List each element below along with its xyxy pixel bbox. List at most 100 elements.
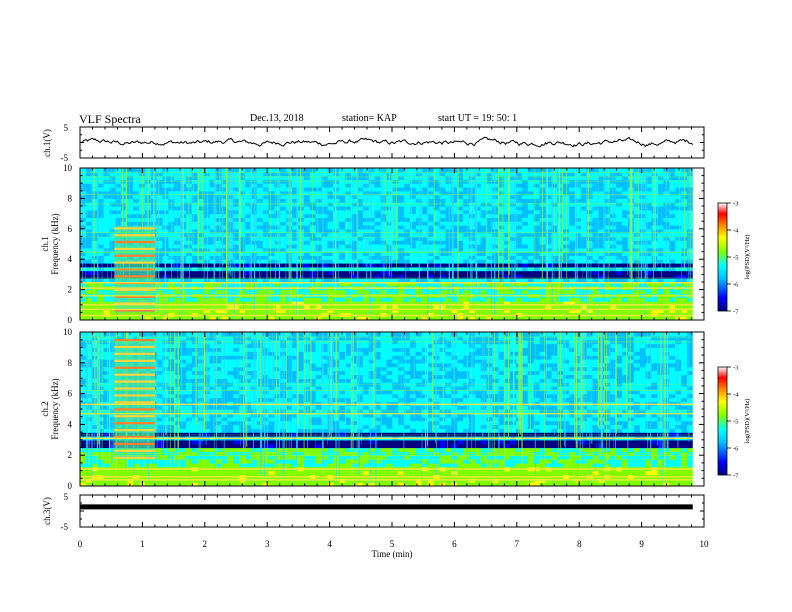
spectrogram-cell [410,244,417,249]
spectrogram-cell [610,225,617,230]
spectrogram-cell [233,263,240,268]
spectrogram-cell [675,240,682,245]
spectrogram-cell [97,439,105,445]
spectrogram-cell [333,259,340,264]
spectrogram-cell [557,183,564,188]
spectrogram-cell [545,168,552,173]
spectrogram-cell [392,282,399,287]
spectrogram-cell [103,393,111,399]
spectrogram-cell [539,308,547,313]
spectrogram-cell [298,297,305,302]
spectrogram-cell [527,289,535,294]
spectrogram-cell [521,236,529,241]
spectrogram-cell [474,240,482,245]
spectrogram-cell [292,247,299,253]
spectrogram-cell [162,312,169,317]
spectrogram-cell [298,194,305,199]
spectrogram-cell [327,213,334,218]
spectrogram-cell [203,225,211,230]
spectrogram-cell [221,274,228,279]
spectrogram-cell [645,263,653,268]
spectrogram-cell [392,259,399,264]
spectrogram-cell [85,194,93,199]
spectrogram-cell [433,183,440,188]
spectrogram-cell [309,263,317,268]
spectrogram-cell [327,198,334,203]
spectrogram-cell [292,202,299,207]
spectrogram-cell [356,221,364,226]
spectrogram-cell [592,308,600,313]
spectrogram-cell [398,278,405,283]
spectrogram-cell [610,255,617,260]
spectrogram-cell [480,209,488,215]
spectrogram-cell [427,179,435,184]
spectrogram-cell [80,225,87,230]
spectrogram-cell [616,289,623,294]
spectrogram-cell [339,270,346,275]
spectrogram-cell [239,278,246,283]
spectrogram-cell [362,209,370,215]
spectrogram-cell [527,187,535,192]
spectrogram-cell [115,198,122,203]
spectrogram-cell [80,217,87,222]
spectrogram-cell [392,194,399,199]
spectrogram-cell [474,247,482,253]
spectrogram-cell [368,255,376,260]
spectrogram-cell [368,187,376,192]
spectrogram-cell [197,263,205,268]
spectrogram-cell [303,259,311,264]
spectrogram-cell [492,228,499,234]
spectrogram-cell [133,194,140,199]
spectrogram-cell [516,236,523,241]
spectrogram-cell [368,240,376,245]
spectrogram-cell [156,282,164,287]
spectrogram-cell [351,255,358,260]
spectrogram-cell [604,278,611,283]
spectrogram-cell [133,179,140,184]
spectrogram-cell [333,179,340,184]
spectrogram-cell [533,259,541,264]
spectrogram-cell [498,198,505,203]
spectrogram-cell [156,221,164,226]
spectrogram-cell [598,202,605,207]
spectrogram-cell [616,263,623,268]
spectrogram-cell [675,202,682,207]
spectrogram-cell [339,202,346,207]
spectrogram-cell [574,312,582,317]
spectrogram-cell [303,316,311,320]
spectrogram-cell [421,168,429,173]
spectrogram-cell [97,209,105,215]
spectrogram-cell [686,187,694,192]
spectrogram-cell [156,274,164,279]
spectrogram-cell [97,263,105,268]
spectrogram-cell [103,244,111,249]
spectrogram-cell [362,240,370,245]
spectrogram-cell [156,278,164,283]
spectrogram-cell [321,221,329,226]
spectrogram-cell [610,316,617,320]
spectrogram-cell [315,198,323,203]
spectrogram-cell [121,213,128,218]
spectrogram-cell [133,175,140,180]
spectrogram-cell [580,274,588,279]
spectrogram-cell [474,270,482,275]
spectrogram-cell [415,312,423,317]
spectrogram-cell [598,274,605,279]
spectrogram-cell [604,236,611,241]
spectrogram-cell [321,194,329,199]
spectrogram-cell [327,209,334,215]
spectrogram-cell [586,213,594,218]
spectrogram-cell [109,217,116,222]
spectrogram-cell [80,282,87,287]
spectrogram-cell [356,198,364,203]
spectrogram-cell [392,312,399,317]
spectrogram-cell [339,209,346,215]
spectrogram-cell [245,168,252,173]
spectrogram-cell [103,439,111,445]
spectrogram-cell [675,198,682,203]
spectrogram-cell [315,255,323,260]
spectrogram-cell [274,282,281,287]
spectrogram-cell [486,225,493,230]
spectrogram-cell [156,168,164,173]
spectrogram-cell [80,236,87,241]
